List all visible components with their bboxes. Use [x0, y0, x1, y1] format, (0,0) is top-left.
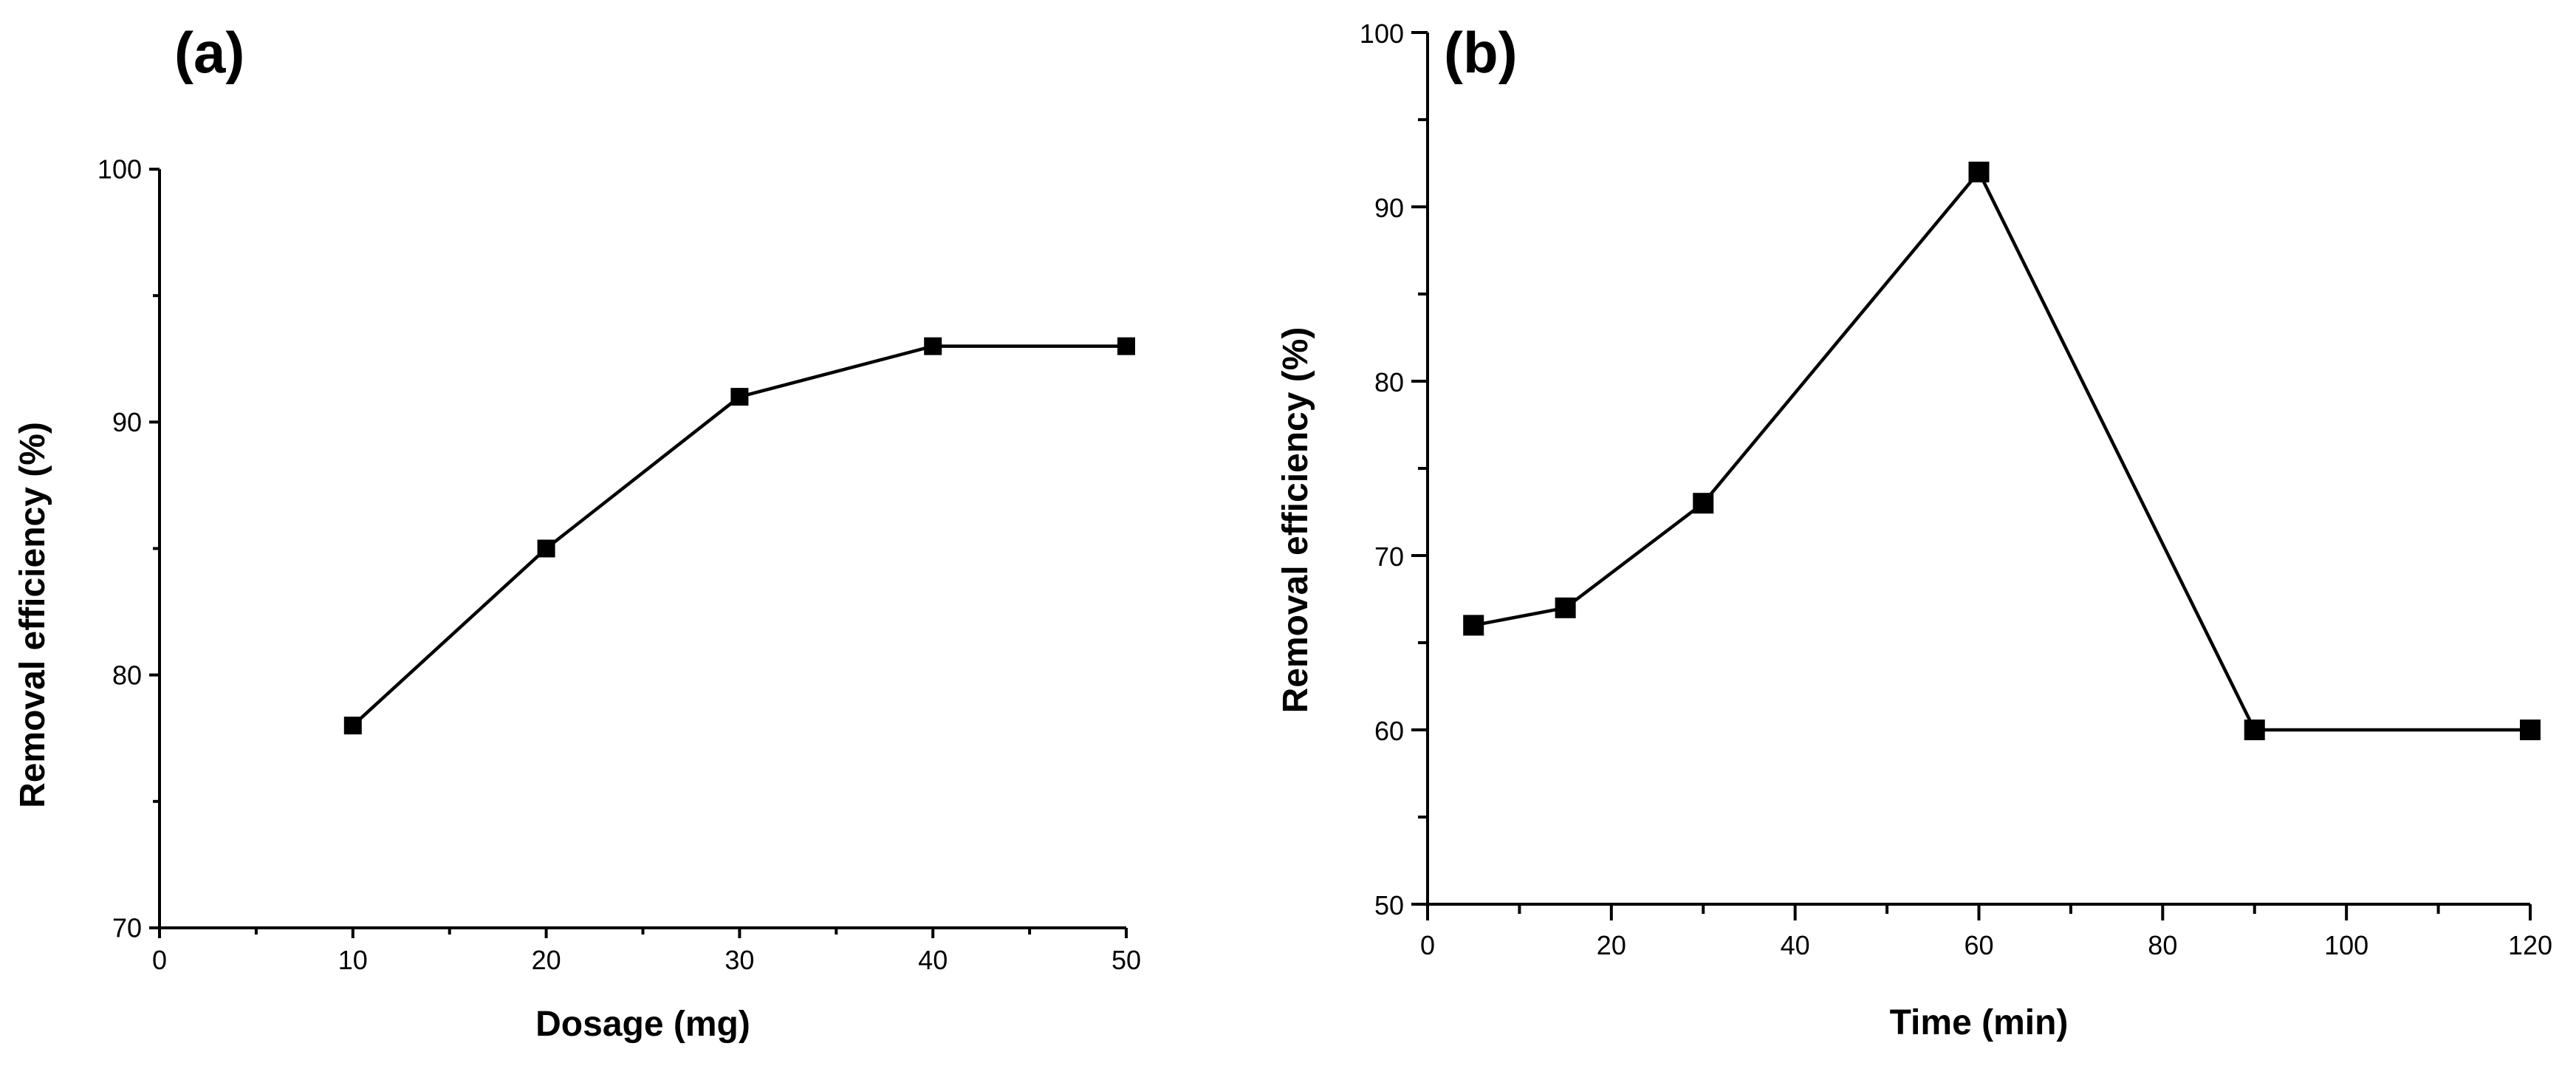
x-axis-title: Dosage (mg): [535, 1005, 750, 1044]
data-point-marker: [1693, 493, 1714, 514]
data-point-marker: [343, 717, 362, 735]
x-tick-label: 100: [2324, 930, 2368, 960]
data-point-marker: [1968, 161, 1990, 182]
data-point-marker: [730, 388, 749, 406]
y-tick-label: 70: [1374, 541, 1404, 572]
x-tick-label: 30: [724, 945, 754, 975]
x-tick-label: 60: [1964, 930, 1993, 960]
y-tick-label: 80: [1374, 367, 1404, 397]
data-point-marker: [2520, 720, 2541, 740]
chart-a-dosage: 0 10 20 30 40 50 70 80 90 100 Dosage (mg) Removal e…: [13, 20, 1141, 1044]
chart-b-time: 0 20 40 60 80 100 120 50 60 70 80 90 100 Time (min) Re…: [1276, 18, 2552, 1042]
x-tick-label: 0: [152, 945, 167, 975]
y-tick-label: 90: [1374, 193, 1404, 223]
x-tick-label: 0: [1420, 930, 1435, 960]
x-tick-label: 50: [1111, 945, 1141, 975]
x-axis-title: Time (min): [1890, 1003, 2069, 1042]
data-point-marker: [1463, 615, 1484, 636]
x-tick-label: 20: [1597, 930, 1626, 960]
y-axis-title: Removal efficiency (%): [13, 422, 52, 808]
data-point-marker: [924, 337, 942, 355]
data-point-marker: [1117, 337, 1135, 355]
y-axis-title: Removal efficiency (%): [1276, 327, 1315, 714]
x-tick-label: 80: [2148, 930, 2177, 960]
data-point-marker: [537, 539, 555, 558]
y-tick-label: 50: [1374, 890, 1404, 920]
series-line: [1473, 168, 2530, 732]
y-tick-label: 60: [1374, 716, 1404, 746]
y-tick-label: 90: [112, 407, 142, 437]
data-point-marker: [2244, 720, 2265, 740]
panel-label: (a): [174, 20, 244, 85]
panel-label: (b): [1444, 20, 1518, 85]
x-tick-label: 40: [1781, 930, 1810, 960]
x-tick-label: 120: [2508, 930, 2552, 960]
data-point-marker: [1555, 597, 1576, 618]
x-tick-label: 10: [338, 945, 368, 975]
x-tick-label: 40: [918, 945, 948, 975]
y-tick-label: 100: [97, 154, 142, 185]
x-tick-label: 20: [532, 945, 561, 975]
y-tick-label: 100: [1360, 18, 1404, 49]
y-tick-label: 80: [112, 660, 142, 690]
y-tick-label: 70: [112, 913, 142, 943]
